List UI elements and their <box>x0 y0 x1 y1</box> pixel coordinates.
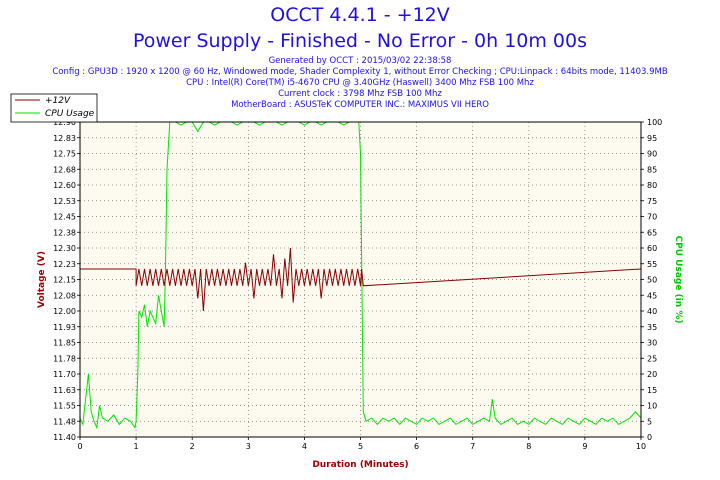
y2-tick-label: 40 <box>647 307 657 316</box>
y2-tick-label: 45 <box>647 291 657 300</box>
axis-ticks: 0 1 2 3 4 5 6 7 8 9 1011.4011.4811.5511.6311.7011.… <box>53 118 662 451</box>
info-motherboard: MotherBoard : ASUSTeK COMPUTER INC.: MAX… <box>231 100 489 110</box>
y-tick-label: 12.15 <box>53 276 76 285</box>
legend: +12V CPU Usage <box>10 93 98 123</box>
info-generated: Generated by OCCT : 2015/03/02 22:38:58 <box>268 56 452 66</box>
y-tick-label: 12.60 <box>53 181 76 190</box>
y-tick-label: 11.78 <box>53 354 76 363</box>
y-tick-label: 11.85 <box>53 339 76 348</box>
y-tick-label: 12.08 <box>53 291 76 300</box>
y-tick-label: 12.45 <box>53 213 76 222</box>
legend-label-cpu: CPU Usage <box>45 109 95 119</box>
x-tick-label: 7 <box>470 442 475 451</box>
x-tick-label: 2 <box>190 442 195 451</box>
y-tick-label: 12.90 <box>53 118 76 127</box>
x-tick-label: 0 <box>77 442 82 451</box>
y2-tick-label: 100 <box>647 118 662 127</box>
y-tick-label: 12.75 <box>53 150 76 159</box>
info-clock: Current clock : 3798 Mhz FSB 100 Mhz <box>278 89 442 99</box>
y2-tick-label: 10 <box>647 402 657 411</box>
x-tick-label: 3 <box>246 442 251 451</box>
x-axis-label: Duration (Minutes) <box>312 460 408 470</box>
x-tick-label: 4 <box>302 442 307 451</box>
y-tick-label: 12.00 <box>53 307 76 316</box>
y-axis-label: Voltage (V) <box>37 251 47 308</box>
y2-tick-label: 0 <box>647 433 652 442</box>
x-tick-label: 10 <box>636 442 646 451</box>
y-tick-label: 11.93 <box>53 323 76 332</box>
y2-tick-label: 55 <box>647 260 657 269</box>
x-tick-label: 1 <box>134 442 139 451</box>
info-cpu: CPU : Intel(R) Core(TM) i5-4670 CPU @ 3.… <box>186 78 534 88</box>
y2-tick-label: 50 <box>647 276 657 285</box>
y2-tick-label: 95 <box>647 134 657 143</box>
y2-tick-label: 85 <box>647 165 657 174</box>
y-tick-label: 11.55 <box>53 402 76 411</box>
y2-tick-label: 70 <box>647 213 657 222</box>
y-tick-label: 12.83 <box>53 134 76 143</box>
y-tick-label: 12.53 <box>53 197 76 206</box>
y-tick-label: 11.70 <box>53 370 76 379</box>
y2-tick-label: 25 <box>647 354 657 363</box>
x-tick-label: 8 <box>526 442 531 451</box>
y2-tick-label: 80 <box>647 181 657 190</box>
x-tick-label: 6 <box>414 442 419 451</box>
y2-tick-label: 75 <box>647 197 657 206</box>
chart-subtitle: Power Supply - Finished - No Error - 0h … <box>132 30 588 52</box>
y2-tick-label: 35 <box>647 323 657 332</box>
y-tick-label: 11.40 <box>53 433 76 442</box>
y-tick-label: 12.68 <box>53 165 76 174</box>
y-tick-label: 12.30 <box>53 244 76 253</box>
y2-axis-label: CPU Usage (in %) <box>673 236 683 324</box>
x-tick-label: 5 <box>358 442 363 451</box>
y2-tick-label: 20 <box>647 370 657 379</box>
y2-tick-label: 30 <box>647 339 657 348</box>
y-tick-label: 11.63 <box>53 386 76 395</box>
y-tick-label: 12.23 <box>53 260 76 269</box>
legend-label-voltage: +12V <box>45 96 71 106</box>
y2-tick-label: 15 <box>647 386 657 395</box>
chart-title: OCCT 4.4.1 - +12V <box>270 4 450 26</box>
info-config: Config : GPU3D : 1920 x 1200 @ 60 Hz, Wi… <box>52 67 668 77</box>
y-tick-label: 11.48 <box>53 417 76 426</box>
y2-tick-label: 90 <box>647 150 657 159</box>
series-voltage-line <box>80 247 642 312</box>
x-tick-label: 9 <box>582 442 587 451</box>
y-tick-label: 12.38 <box>53 228 76 237</box>
y2-tick-label: 5 <box>647 417 652 426</box>
y2-tick-label: 60 <box>647 244 657 253</box>
y2-tick-label: 65 <box>647 228 657 237</box>
legend-box <box>10 93 98 123</box>
